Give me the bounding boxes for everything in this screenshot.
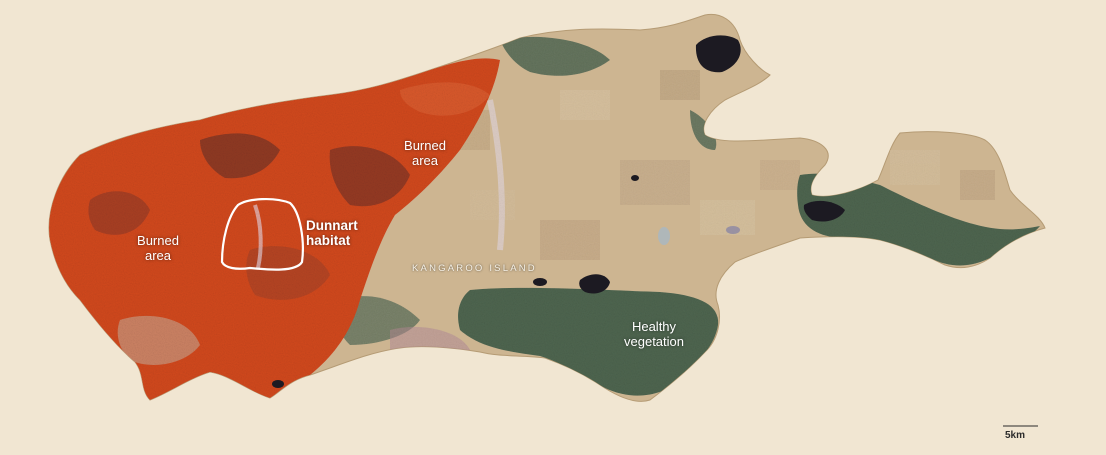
healthy-vegetation-label: Healthy vegetation (624, 319, 684, 349)
scale-bar-label: 5km (1005, 430, 1026, 441)
dunnart-habitat-outline (220, 198, 304, 271)
dunnart-habitat-label: Dunnart habitat (306, 218, 358, 248)
burned-areas (49, 58, 501, 401)
island-name-label: KANGAROO ISLAND (412, 263, 537, 274)
burned-area-label-north: Burned area (404, 138, 446, 168)
farmland-fields (430, 70, 995, 260)
lakes (272, 35, 845, 388)
burned-area-label-west: Burned area (137, 233, 179, 263)
